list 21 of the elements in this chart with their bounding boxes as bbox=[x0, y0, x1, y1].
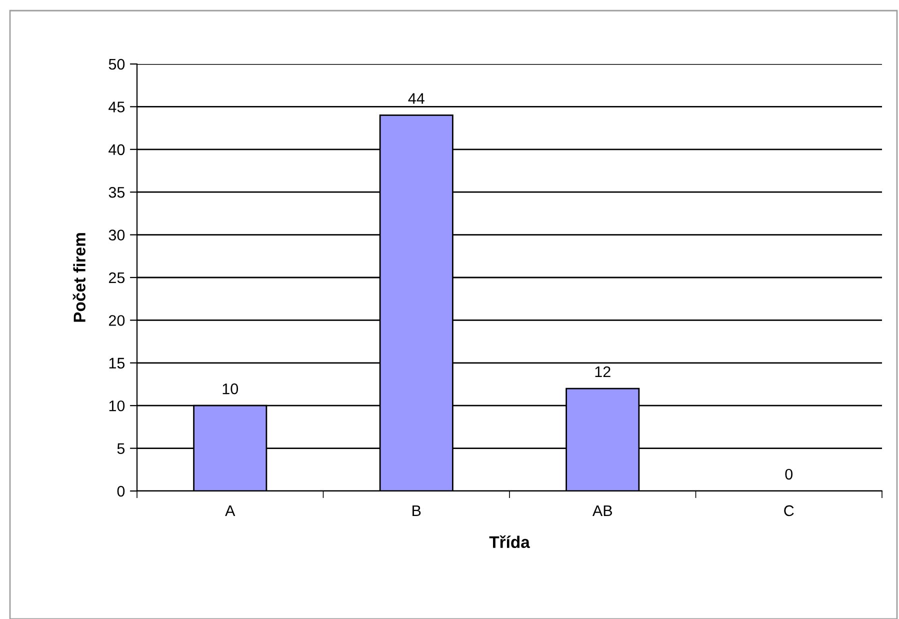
y-tick-label: 45 bbox=[108, 102, 125, 112]
y-tick-label: 20 bbox=[108, 315, 125, 326]
y-tick-label: 40 bbox=[108, 144, 125, 156]
x-tick-label: C bbox=[784, 505, 794, 516]
x-axis-title: Třída bbox=[489, 535, 530, 548]
x-tick-label: A bbox=[225, 505, 236, 516]
x-tick-label: AB bbox=[592, 505, 612, 516]
y-tick-label: 10 bbox=[109, 400, 125, 412]
x-tick-label: B bbox=[412, 505, 421, 516]
y-tick-label: 0 bbox=[117, 486, 125, 497]
data-label: 44 bbox=[408, 93, 424, 104]
y-tick-label: 50 bbox=[108, 58, 125, 70]
data-label: 10 bbox=[222, 383, 238, 394]
y-tick-label: 25 bbox=[108, 272, 125, 284]
y-tick-label: 5 bbox=[117, 443, 125, 454]
data-label: 12 bbox=[595, 366, 610, 378]
data-label: 0 bbox=[785, 468, 793, 480]
y-tick-label: 30 bbox=[108, 230, 125, 240]
y-axis-title: Počet firem bbox=[72, 233, 86, 322]
y-tick-label: 15 bbox=[109, 358, 125, 369]
y-tick-label: 35 bbox=[108, 186, 125, 198]
